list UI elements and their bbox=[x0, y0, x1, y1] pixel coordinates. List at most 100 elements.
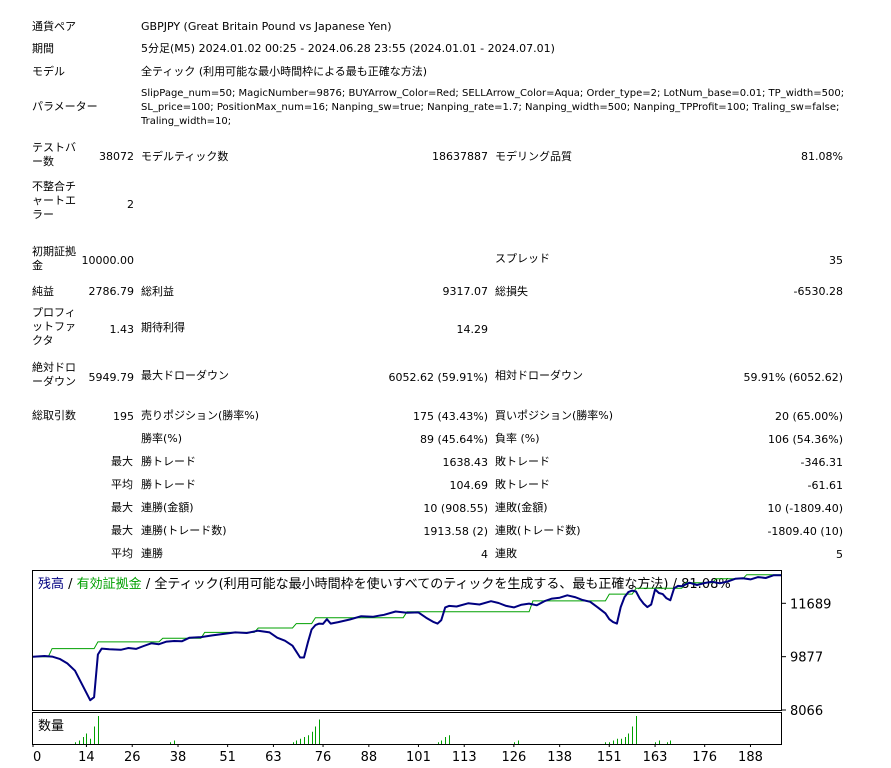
profit-factor-value: 1.43 bbox=[109, 323, 135, 336]
max-drawdown-label: 最大ドローダウン bbox=[141, 369, 229, 382]
x-tick-label: 38 bbox=[170, 750, 187, 765]
avg-loss-label: 敗トレード bbox=[495, 478, 550, 491]
win-rate-label: 勝率(%) bbox=[141, 432, 183, 445]
mismatch-label: 不整合チャートエラー bbox=[32, 180, 76, 221]
y-tick-label: 11689 bbox=[790, 597, 831, 612]
ticks-value: 18637887 bbox=[432, 150, 488, 163]
balance-chart: 残高 / 有効証拠金 / 全ティック(利用可能な最小時間枠を使いすべてのティック… bbox=[32, 570, 831, 765]
gross-profit-label: 総利益 bbox=[141, 285, 174, 298]
period-value: 5分足(M5) 2024.01.02 00:25 - 2024.06.28 23… bbox=[141, 42, 555, 55]
y-tick-label: 9877 bbox=[790, 651, 823, 666]
main-plot-frame bbox=[32, 570, 782, 711]
title-sep-1: / bbox=[64, 577, 77, 592]
x-tick-label: 163 bbox=[643, 750, 668, 765]
max-cons-losses-money-label: 連敗(金額) bbox=[495, 501, 548, 514]
loss-rate-value: 106 (54.36%) bbox=[767, 433, 843, 446]
max-cons-losses-money-value: 10 (-1809.40) bbox=[767, 502, 843, 515]
x-tick-label: 113 bbox=[452, 750, 477, 765]
bars-value: 38072 bbox=[99, 150, 134, 163]
volume-label: 数量 bbox=[38, 719, 64, 734]
x-axis-ticks: 0 14 26 38 51 63 76 88 101 113 126 138 151 163 176 188 bbox=[32, 744, 763, 765]
loss-rate-label: 負率 (%) bbox=[495, 432, 540, 445]
gross-profit-value: 9317.07 bbox=[442, 285, 489, 298]
gross-loss-value: -6530.28 bbox=[793, 285, 843, 298]
title-balance: 残高 bbox=[38, 576, 64, 592]
max-cons-wins-count-value: 1913.58 (2) bbox=[423, 525, 488, 538]
win-rate-value: 89 (45.64%) bbox=[419, 433, 488, 446]
x-tick-label: 63 bbox=[265, 750, 282, 765]
avg-win-value: 104.69 bbox=[449, 479, 489, 492]
symbol-label: 通貨ペア bbox=[32, 20, 76, 33]
profit-factor-label: プロフィットファクタ bbox=[32, 306, 76, 347]
abs-drawdown-label: 絶対ドローダウン bbox=[32, 361, 76, 388]
max-label-1: 最大 bbox=[111, 455, 133, 468]
quality-value: 81.08% bbox=[801, 150, 843, 163]
x-tick-label: 188 bbox=[738, 750, 763, 765]
short-positions-label: 売りポジション(勝率%) bbox=[141, 409, 260, 422]
long-positions-label: 買いポジション(勝率%) bbox=[495, 409, 614, 422]
avg-label-2: 平均 bbox=[111, 547, 133, 560]
parameters-line-2: SL_price=100; PositionMax_num=16; Nanpin… bbox=[141, 102, 840, 113]
max-label-3: 最大 bbox=[111, 524, 133, 537]
y-axis-ticks: 11689 9877 8066 bbox=[781, 597, 831, 719]
y-tick-label: 8066 bbox=[790, 704, 823, 719]
net-profit-value: 2786.79 bbox=[88, 285, 135, 298]
x-tick-label: 126 bbox=[501, 750, 526, 765]
chart-title: 残高 / 有効証拠金 / 全ティック(利用可能な最小時間枠を使いすべてのティック… bbox=[38, 576, 731, 592]
volume-bars bbox=[75, 716, 671, 744]
max-cons-wins-money-label: 連勝(金額) bbox=[141, 501, 194, 514]
symbol-value: GBPJPY (Great Britain Pound vs Japanese … bbox=[141, 20, 392, 33]
max-cons-wins-count-label: 連勝(トレード数) bbox=[141, 524, 227, 537]
x-tick-label: 138 bbox=[547, 750, 572, 765]
bars-label: テストバー数 bbox=[32, 141, 76, 168]
balance-line bbox=[32, 574, 781, 702]
total-trades-label: 総取引数 bbox=[32, 409, 76, 422]
spread-value: 35 bbox=[829, 254, 843, 267]
title-equity: 有効証拠金 bbox=[77, 576, 142, 592]
mismatch-value: 2 bbox=[127, 198, 134, 211]
deposit-label: 初期証拠金 bbox=[32, 245, 76, 272]
x-tick-label: 101 bbox=[406, 750, 431, 765]
avg-loss-value: -61.61 bbox=[807, 479, 843, 492]
avg-cons-wins-label: 連勝 bbox=[141, 547, 163, 560]
x-tick-label: 0 bbox=[33, 750, 41, 765]
avg-cons-losses-value: 5 bbox=[836, 548, 843, 561]
model-value: 全ティック (利用可能な最小時間枠による最も正確な方法) bbox=[141, 65, 428, 78]
short-positions-value: 175 (43.43%) bbox=[412, 410, 488, 423]
x-tick-label: 176 bbox=[692, 750, 717, 765]
gross-loss-label: 総損失 bbox=[495, 285, 528, 298]
rel-drawdown-value: 59.91% (6052.62) bbox=[743, 371, 843, 384]
largest-win-value: 1638.43 bbox=[442, 456, 489, 469]
expected-payoff-label: 期待利得 bbox=[141, 321, 185, 334]
avg-cons-wins-value: 4 bbox=[481, 548, 488, 561]
model-label: モデル bbox=[32, 65, 65, 78]
x-tick-label: 76 bbox=[315, 750, 332, 765]
title-sep-2: / bbox=[142, 577, 155, 592]
parameters-line-3: Traling_width=10; bbox=[141, 116, 232, 127]
max-label-2: 最大 bbox=[111, 501, 133, 514]
volume-plot-frame bbox=[32, 712, 782, 745]
largest-loss-label: 敗トレード bbox=[495, 455, 550, 468]
max-cons-losses-count-label: 連敗(トレード数) bbox=[495, 524, 581, 537]
period-label: 期間 bbox=[32, 42, 54, 55]
x-tick-label: 151 bbox=[597, 750, 622, 765]
rel-drawdown-label: 相対ドローダウン bbox=[495, 369, 583, 382]
abs-drawdown-value: 5949.79 bbox=[88, 371, 135, 384]
title-rest: 全ティック(利用可能な最小時間枠を使いすべてのティックを生成する、最も正確な方法… bbox=[154, 576, 730, 592]
largest-win-label: 勝トレード bbox=[141, 455, 196, 468]
x-tick-label: 26 bbox=[124, 750, 141, 765]
parameters-label: パラメーター bbox=[32, 100, 98, 113]
long-positions-value: 20 (65.00%) bbox=[774, 410, 843, 423]
net-profit-label: 純益 bbox=[32, 285, 54, 298]
max-cons-losses-count-value: -1809.40 (10) bbox=[767, 525, 843, 538]
spread-label: スプレッド bbox=[495, 252, 550, 265]
balance-series bbox=[32, 574, 781, 702]
deposit-value: 10000.00 bbox=[81, 254, 135, 267]
max-cons-wins-money-value: 10 (908.55) bbox=[423, 502, 488, 515]
expected-payoff-value: 14.29 bbox=[456, 323, 489, 336]
avg-label-1: 平均 bbox=[111, 478, 133, 491]
x-tick-label: 88 bbox=[361, 750, 378, 765]
parameters-line-1: SlipPage_num=50; MagicNumber=9876; BUYAr… bbox=[141, 88, 845, 99]
x-tick-label: 14 bbox=[78, 750, 95, 765]
largest-loss-value: -346.31 bbox=[800, 456, 843, 469]
